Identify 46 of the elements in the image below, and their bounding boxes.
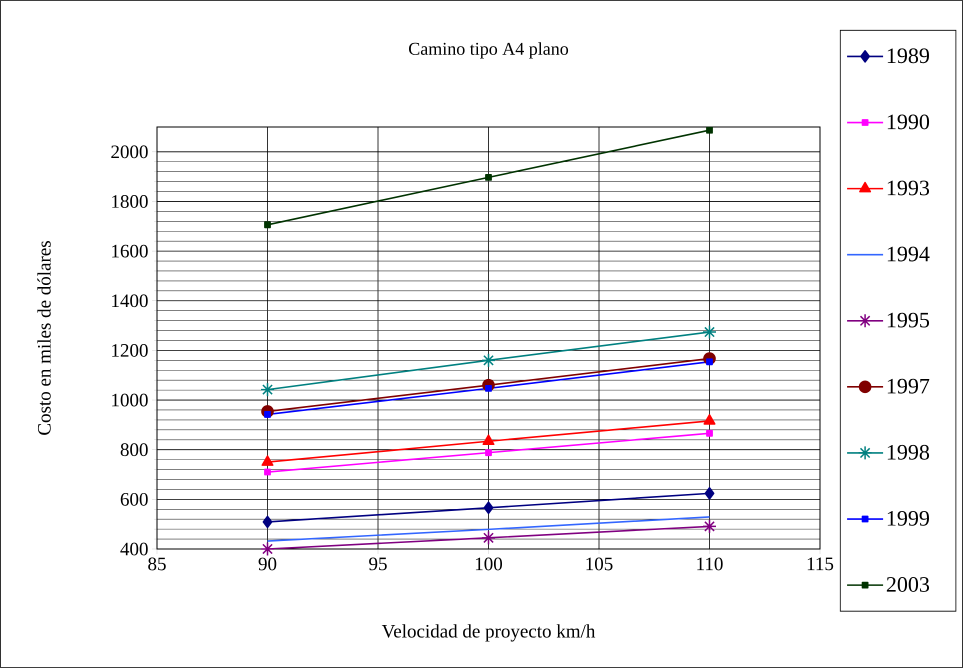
point <box>704 487 714 500</box>
point <box>485 174 492 181</box>
point <box>706 430 713 437</box>
x-tick-label: 95 <box>369 558 387 570</box>
legend-label: 1999 <box>888 510 929 526</box>
point <box>704 414 716 425</box>
x-tick-label: 115 <box>808 558 834 570</box>
y-tick-label: 1400 <box>112 294 148 308</box>
point <box>482 434 494 446</box>
point <box>706 126 713 134</box>
x-tick-label: 100 <box>476 558 502 570</box>
point <box>264 468 271 476</box>
point <box>485 449 492 456</box>
legend-label: 2003 <box>886 577 930 592</box>
y-tick-label: 800 <box>120 443 148 456</box>
y-axis-title: Costo en miles de dólares <box>37 241 51 435</box>
legend-label: 1998 <box>888 444 930 460</box>
point <box>702 324 717 340</box>
x-tick-label: 85 <box>148 558 166 570</box>
x-tick-label: 105 <box>586 558 613 570</box>
point <box>262 455 274 466</box>
x-tick-label: 90 <box>258 558 276 570</box>
y-tick-label: 400 <box>120 542 148 556</box>
y-tick-label: 1200 <box>112 344 148 357</box>
point <box>481 530 496 546</box>
point <box>702 519 717 534</box>
y-tick-label: 1600 <box>112 244 148 258</box>
point <box>264 221 271 228</box>
legend-label: 1993 <box>888 180 930 196</box>
legend-label: 1990 <box>888 114 930 130</box>
legend-label: 1997 <box>888 378 930 394</box>
legend-label: 1994 <box>888 246 930 262</box>
x-axis-title: Velocidad de proyecto km/h <box>382 624 596 642</box>
y-tick-label: 1800 <box>112 195 148 208</box>
y-tick-label: 600 <box>120 492 148 506</box>
x-tick-label: 110 <box>697 558 723 570</box>
point <box>484 501 494 514</box>
point <box>481 353 496 368</box>
y-tick-label: 1000 <box>112 394 148 406</box>
point <box>260 542 275 556</box>
chart-title: Camino tipo A4 plano <box>409 42 568 59</box>
point <box>260 382 275 397</box>
point <box>262 516 272 528</box>
y-tick-label: 2000 <box>111 145 148 158</box>
legend-label: 1989 <box>888 48 929 64</box>
legend-label: 1995 <box>888 312 930 328</box>
